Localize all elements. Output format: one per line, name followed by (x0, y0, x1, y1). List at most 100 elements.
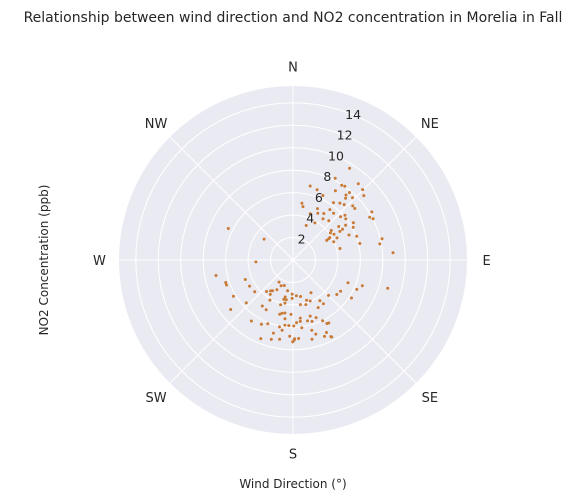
data-point (308, 314, 312, 318)
data-point (280, 328, 284, 332)
data-point (308, 212, 312, 216)
data-point (310, 328, 314, 332)
data-point (265, 290, 269, 293)
x-axis-label: Wind Direction (°) (239, 477, 346, 491)
data-point (316, 211, 320, 215)
data-point (335, 236, 339, 240)
data-point (342, 203, 346, 207)
data-point (268, 298, 272, 302)
data-point (229, 308, 233, 311)
data-point (355, 287, 359, 291)
data-point (283, 323, 287, 327)
data-point (355, 234, 359, 238)
data-point (338, 201, 342, 205)
data-point (224, 281, 228, 284)
data-point (337, 225, 341, 228)
data-point (297, 337, 301, 340)
data-point (314, 332, 318, 336)
data-point (290, 296, 294, 300)
data-point (278, 337, 282, 341)
data-point (378, 242, 382, 246)
data-point (329, 228, 333, 232)
data-point (310, 337, 314, 341)
direction-label-nw: NW (145, 117, 168, 132)
data-point (341, 227, 344, 231)
data-point (260, 304, 264, 308)
data-point (275, 288, 279, 292)
data-point (332, 201, 335, 205)
data-point (333, 176, 337, 180)
data-point (278, 312, 282, 316)
data-point (248, 284, 252, 288)
data-point (333, 189, 337, 193)
data-point (368, 215, 372, 219)
data-point (284, 298, 288, 302)
data-point (304, 224, 308, 227)
data-point (295, 321, 299, 325)
data-point (225, 283, 228, 287)
direction-label-e: E (482, 254, 490, 269)
r-tick-label-8: 8 (323, 169, 331, 184)
y-axis-label: NO2 Concentration (ppb) (37, 185, 51, 336)
data-point (329, 335, 333, 339)
data-point (391, 251, 395, 255)
data-point (386, 286, 390, 290)
data-point (327, 219, 331, 223)
data-point (321, 319, 325, 323)
data-point (321, 217, 325, 221)
grid-spoke-se (292, 259, 417, 384)
data-point (279, 303, 283, 307)
data-point (328, 208, 332, 212)
direction-label-sw: SW (146, 391, 167, 406)
data-point (360, 284, 364, 288)
data-point (321, 302, 325, 306)
data-point (315, 188, 319, 192)
data-point (351, 204, 355, 208)
data-point (298, 319, 302, 323)
data-point (343, 184, 347, 188)
data-point (243, 278, 247, 281)
data-point (304, 303, 308, 307)
data-point (266, 322, 270, 326)
data-point (262, 237, 266, 241)
data-point (264, 308, 268, 312)
data-point (283, 295, 287, 299)
data-point (344, 223, 348, 227)
data-point (283, 311, 287, 315)
data-point (271, 289, 274, 293)
data-point (289, 312, 293, 316)
data-point (344, 193, 348, 197)
data-point (287, 324, 291, 328)
chart-title: Relationship between wind direction and … (24, 10, 563, 26)
data-point (347, 233, 351, 237)
data-point (290, 292, 294, 296)
data-point (308, 184, 312, 188)
data-point (249, 319, 253, 323)
r-tick-label-2: 2 (298, 231, 306, 246)
data-point (348, 166, 352, 170)
data-point (271, 331, 275, 335)
data-point (338, 229, 342, 233)
data-point (325, 238, 329, 242)
data-point (344, 217, 348, 221)
data-point (214, 274, 218, 277)
data-point (332, 211, 336, 215)
data-point (335, 293, 339, 296)
data-point (293, 337, 297, 341)
r-tick-label-4: 4 (306, 211, 314, 226)
data-point (351, 196, 354, 200)
data-point (300, 201, 304, 205)
data-point (278, 325, 281, 329)
data-point (310, 319, 314, 323)
data-point (328, 231, 332, 235)
polar-grid (119, 86, 467, 434)
data-point (294, 294, 298, 298)
data-point (300, 326, 304, 330)
data-point (322, 212, 326, 215)
data-point (348, 191, 351, 194)
data-point (351, 225, 355, 229)
data-point (299, 295, 302, 298)
data-point (356, 182, 360, 186)
data-point (340, 183, 344, 187)
